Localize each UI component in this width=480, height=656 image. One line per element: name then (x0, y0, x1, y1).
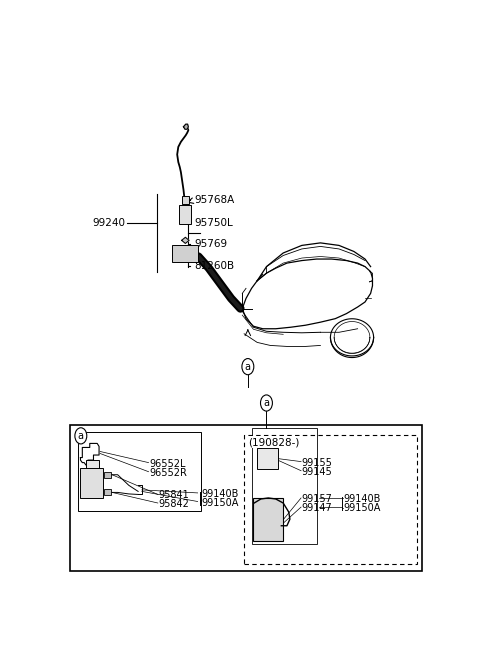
Text: 96552R: 96552R (149, 468, 187, 478)
Bar (179, 205, 191, 224)
Bar (104, 472, 110, 478)
Text: 99157: 99157 (302, 494, 333, 504)
Text: 99147: 99147 (302, 503, 333, 513)
Text: 95842: 95842 (158, 499, 190, 509)
Text: 95769: 95769 (194, 239, 227, 249)
Bar (182, 196, 190, 204)
Text: 99150A: 99150A (344, 503, 381, 513)
Circle shape (261, 395, 273, 411)
Bar (71, 424, 421, 571)
Bar (244, 435, 417, 564)
Text: 96552L: 96552L (149, 459, 186, 468)
Text: 99150A: 99150A (202, 498, 239, 508)
Text: 99145: 99145 (302, 466, 333, 477)
Bar (172, 245, 198, 262)
Text: a: a (245, 361, 251, 372)
Text: 81260B: 81260B (194, 260, 234, 271)
Text: 99240: 99240 (92, 218, 125, 228)
Circle shape (242, 359, 254, 375)
Text: 95841: 95841 (158, 491, 189, 501)
Text: 99155: 99155 (302, 458, 333, 468)
Text: 95750L: 95750L (194, 218, 233, 228)
Bar (253, 498, 283, 541)
Bar (78, 432, 201, 510)
Bar (86, 460, 99, 472)
Polygon shape (183, 124, 188, 129)
Circle shape (75, 428, 87, 444)
Text: (190828-): (190828-) (248, 438, 299, 447)
Text: 99140B: 99140B (344, 494, 381, 504)
Text: 99140B: 99140B (202, 489, 239, 499)
Polygon shape (181, 237, 189, 243)
Text: a: a (78, 431, 84, 441)
Bar (262, 442, 273, 449)
Bar (252, 428, 317, 544)
Bar (257, 449, 277, 468)
Bar (81, 468, 103, 498)
Text: a: a (264, 398, 269, 408)
Bar (104, 489, 110, 495)
Text: 95768A: 95768A (194, 195, 234, 205)
